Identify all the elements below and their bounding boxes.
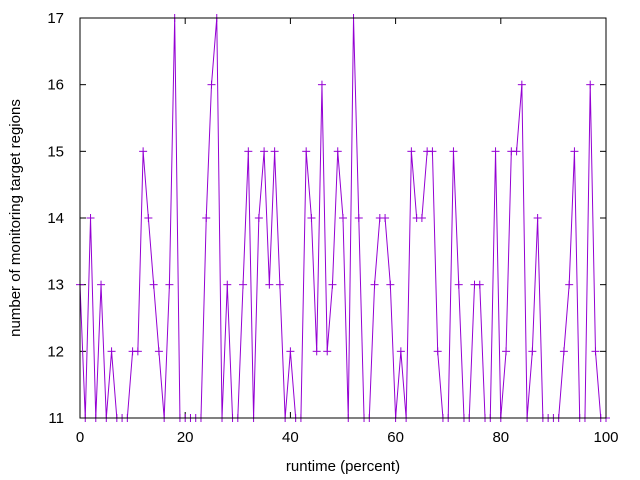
data-point (433, 347, 442, 356)
x-tick-label: 0 (76, 429, 84, 446)
data-point (502, 347, 511, 356)
data-point (570, 147, 579, 156)
data-point (428, 147, 437, 156)
data-point (239, 280, 248, 289)
data-point (354, 214, 363, 222)
plot-frame (79, 17, 607, 419)
data-point (307, 214, 316, 222)
y-tick-label: 12 (47, 343, 64, 360)
data-point (270, 147, 279, 156)
data-point (317, 80, 326, 89)
data-point (328, 280, 337, 289)
data-point (265, 280, 274, 289)
data-point (154, 347, 163, 356)
data-point (407, 147, 416, 156)
series-layer (76, 14, 610, 422)
y-tick-label: 16 (47, 77, 64, 94)
x-tick-label: 60 (387, 429, 404, 446)
data-point (149, 280, 158, 289)
data-point (386, 280, 395, 289)
y-axis-label: number of monitoring target regions (7, 99, 24, 337)
data-point (565, 280, 574, 289)
y-tick-label: 14 (47, 210, 64, 227)
data-point (202, 214, 211, 222)
data-point (139, 147, 148, 156)
data-point (381, 214, 390, 222)
data-point (559, 347, 568, 356)
data-point (333, 147, 342, 156)
data-point (475, 280, 484, 289)
x-axis-label: runtime (percent) (286, 458, 400, 475)
data-point (396, 347, 405, 356)
data-point (275, 280, 284, 289)
data-point (144, 214, 153, 222)
data-point (133, 347, 142, 356)
data-point (323, 347, 332, 356)
x-axis-ticks: 0 20 40 60 80 100 (76, 18, 619, 446)
data-point (312, 347, 321, 356)
data-point (533, 214, 542, 222)
data-point (302, 147, 311, 156)
x-tick-label: 40 (282, 429, 299, 446)
data-point (254, 214, 263, 222)
data-point (586, 80, 595, 89)
data-point (165, 280, 174, 289)
y-tick-label: 13 (47, 277, 64, 294)
data-point (260, 147, 269, 156)
y-tick-label: 17 (47, 10, 64, 27)
data-point (491, 147, 500, 156)
data-point (207, 80, 216, 89)
x-tick-label: 20 (177, 429, 194, 446)
data-point (286, 347, 295, 356)
data-point (512, 147, 521, 156)
x-tick-label: 80 (492, 429, 509, 446)
x-tick-label: 100 (593, 429, 618, 446)
data-point (454, 280, 463, 289)
data-point (449, 147, 458, 156)
data-point (86, 214, 95, 222)
data-point (370, 280, 379, 289)
data-point (107, 347, 116, 356)
data-point (417, 214, 426, 222)
data-point (528, 347, 537, 356)
data-point (244, 147, 253, 156)
y-tick-label: 11 (48, 410, 64, 427)
data-point (223, 280, 232, 289)
y-tick-label: 15 (47, 143, 64, 160)
data-point (97, 280, 106, 289)
data-point (339, 214, 347, 222)
data-point (591, 347, 600, 356)
data-point (517, 80, 526, 89)
